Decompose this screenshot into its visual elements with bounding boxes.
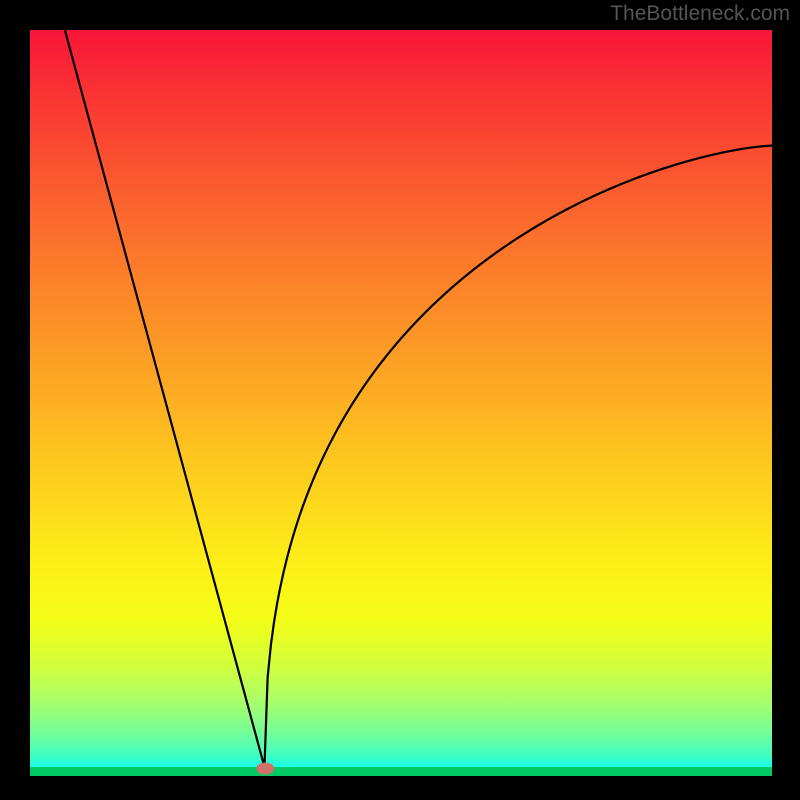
watermark-text: TheBottleneck.com bbox=[610, 2, 790, 26]
bottleneck-chart bbox=[0, 0, 800, 800]
plot-background bbox=[30, 30, 772, 776]
chart-frame: TheBottleneck.com bbox=[0, 0, 800, 800]
bottom-green-band bbox=[30, 767, 772, 776]
minimum-marker bbox=[256, 763, 274, 775]
